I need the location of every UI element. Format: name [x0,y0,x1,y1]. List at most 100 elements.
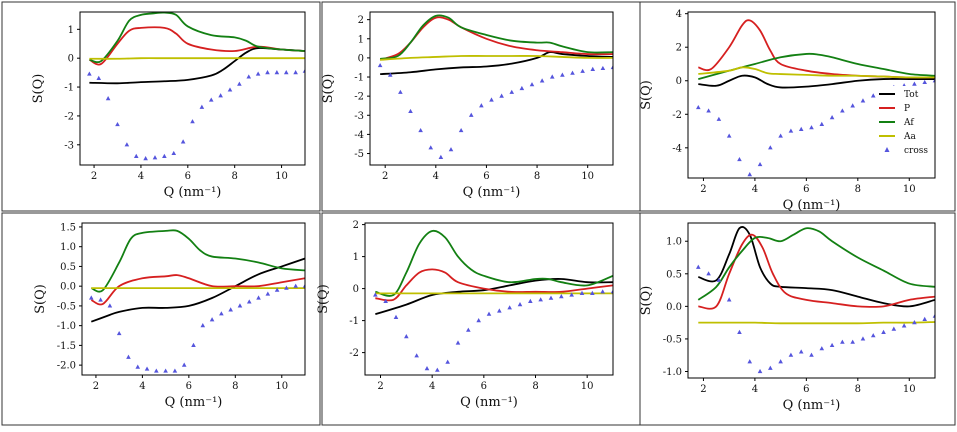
cross-point [377,62,383,68]
series-line-af [375,229,613,297]
cross-point [237,303,243,308]
cross-point [870,333,876,338]
y-tick-label: 1 [68,25,74,36]
series-group [695,226,935,374]
x-tick-label: 6 [483,171,489,182]
cross-point [418,127,423,133]
cross-point [737,156,742,162]
cross-point [528,298,533,303]
series-line-p [90,274,305,306]
cross-point [219,311,224,316]
y-tick-label: 1.0 [666,237,682,248]
cross-point [560,72,565,77]
cross-point [610,64,613,70]
chart-panel-3: 2 4 6 8 10 -4 -2 0 2 4 Q (nm⁻¹) S(Q) [639,9,936,213]
y-tick-label: -0.5 [663,334,682,345]
cross-point [274,70,280,75]
cross-point [87,71,92,76]
cross-point [610,289,613,294]
panel-cell-border [1,1,321,212]
series-line-aa [698,66,935,79]
cross-point [570,70,575,75]
cross-point [517,302,523,307]
y-axis-label: S(Q) [33,284,48,314]
x-tick-label: 4 [752,184,758,195]
cross-point [387,72,393,77]
cross-point [726,297,732,302]
series-line-tot [375,278,613,316]
cross-point [819,346,825,351]
cross-point [538,297,543,302]
cross-point [414,353,419,358]
y-tick-label: 1.5 [60,222,76,233]
cross-point [227,87,233,92]
cross-point [706,271,711,276]
series-line-tot [698,226,935,308]
x-tick-label: 8 [534,171,540,182]
x-tick-label: 2 [700,384,706,395]
cross-point [284,285,289,290]
x-tick-label: 8 [532,381,538,392]
axes-frame [369,11,614,166]
series-line-p [375,268,613,302]
y-tick-label: -1 [349,316,359,327]
x-axis-label: Q (nm⁻¹) [460,395,518,410]
cross-point [152,155,158,160]
legend-marker [884,147,890,152]
cross-point [778,133,783,138]
cross-point [424,366,430,371]
x-tick-label: 8 [232,381,238,392]
x-tick-label: 10 [903,384,916,395]
cross-point [737,329,742,335]
x-tick-label: 4 [429,381,435,392]
cross-point [695,104,701,110]
cross-point [788,352,794,357]
cross-point [438,154,444,159]
cross-point [283,70,289,75]
cross-point [163,368,168,373]
cross-point [726,133,732,138]
cross-point [768,365,773,370]
legend-label-aa: Aa [903,132,916,142]
cross-point [891,326,897,331]
x-axis-label: Q (nm⁻¹) [165,395,223,410]
y-tick-label: 1 [358,34,364,45]
cross-point [274,287,280,292]
cross-point [829,342,835,348]
y-tick-label: 1.0 [60,242,76,253]
cross-point [778,359,783,364]
cross-point [476,318,481,323]
series-group [87,12,305,161]
cross-point [922,316,928,321]
y-tick-label: 0 [353,284,359,295]
cross-point [840,108,845,113]
series-line-af [379,14,613,60]
cross-point [809,125,814,130]
cross-point [600,65,606,71]
cross-point [208,97,214,102]
x-axis-label: Q (nm⁻¹) [783,398,841,413]
cross-point [529,82,535,87]
axes-frame [81,222,306,376]
panel-cell-border [1,212,321,426]
cross-point [788,128,794,133]
series-group [373,229,613,372]
y-axis-label: S(Q) [639,80,654,110]
y-tick-label: -1 [354,73,364,84]
cross-point [265,70,270,75]
cross-point [435,367,440,372]
cross-point [548,295,554,300]
y-tick-label: 2 [358,15,364,26]
series-line-aa [380,55,613,61]
cross-point [143,156,148,161]
cross-point [398,89,403,94]
x-tick-label: 2 [91,171,97,182]
y-tick-label: -1 [64,83,74,94]
cross-point [428,145,434,150]
cross-point [256,295,261,300]
cross-point [191,342,196,347]
cross-point [246,299,252,304]
y-axis-label: S(Q) [31,74,46,104]
cross-point [486,311,492,316]
